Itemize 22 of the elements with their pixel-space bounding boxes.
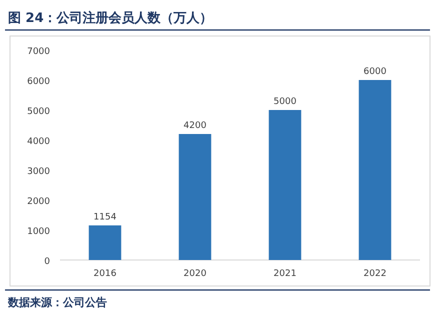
- x-tick-label: 2021: [274, 269, 296, 279]
- y-tick-label: 7000: [27, 47, 50, 57]
- bar: [268, 110, 302, 260]
- x-tick-label: 2020: [184, 269, 207, 279]
- data-label: 1154: [94, 212, 117, 222]
- x-tick-label: 2016: [94, 269, 117, 279]
- bar: [358, 80, 392, 260]
- data-label: 5000: [274, 97, 297, 107]
- y-tick-label: 0: [44, 257, 50, 267]
- y-tick-label: 1000: [27, 227, 50, 237]
- bar: [178, 134, 212, 260]
- data-label: 6000: [364, 67, 387, 77]
- y-tick-label: 4000: [27, 137, 50, 147]
- x-tick-label: 2022: [364, 269, 386, 279]
- source-note: 数据来源：公司公告: [7, 296, 107, 309]
- chart-title: 图 24：公司注册会员人数（万人）: [8, 10, 213, 26]
- y-tick-label: 5000: [27, 107, 50, 117]
- y-tick-label: 3000: [27, 167, 50, 177]
- y-tick-label: 6000: [27, 77, 50, 87]
- bar: [88, 225, 122, 260]
- y-tick-label: 2000: [27, 197, 50, 207]
- data-label: 4200: [184, 121, 207, 131]
